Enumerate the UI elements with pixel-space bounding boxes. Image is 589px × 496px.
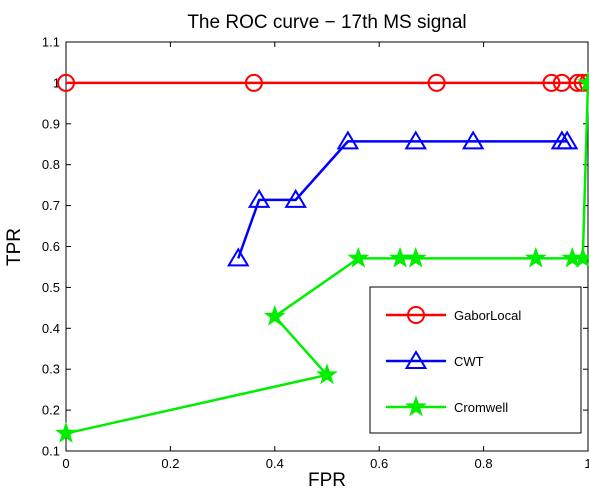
- legend-marker-cromwell: [405, 395, 427, 417]
- x-tick-label: 0.8: [475, 456, 493, 471]
- chart-title: The ROC curve − 17th MS signal: [187, 12, 466, 33]
- x-tick-label: 0.6: [370, 456, 388, 471]
- plot-area: 0 0.2 0.4 0.6 0.8 1 0.1 0.2 0.3 0.4 0.5 0.6 0.7 0.8 0.…: [42, 35, 589, 471]
- legend-label-cromwell: Cromwell: [454, 400, 508, 415]
- legend-marker-gaborlocal: [407, 306, 425, 324]
- y-tick-label: 1.1: [42, 35, 60, 50]
- y-tick-label: 0.4: [42, 321, 60, 336]
- data-point-cwt: [461, 130, 485, 150]
- y-tick-label: 0.8: [42, 157, 60, 172]
- y-axis-label: TPR: [4, 228, 25, 266]
- y-tick-label: 0.3: [42, 362, 60, 377]
- y-tick-label: 0.6: [42, 239, 60, 254]
- y-tick-label: 0.1: [42, 444, 60, 459]
- data-point-gaborlocal: [427, 73, 446, 92]
- x-tick-label: 0.2: [161, 456, 179, 471]
- data-point-cwt: [227, 247, 250, 267]
- data-point-cromwell: [404, 246, 427, 268]
- data-point-cwt: [336, 130, 360, 150]
- data-point-gaborlocal: [57, 73, 75, 92]
- data-point-gaborlocal: [542, 73, 561, 92]
- y-tick-label: 0.9: [42, 116, 60, 131]
- data-point-cromwell: [524, 246, 547, 268]
- x-tick-label: 0.4: [266, 456, 284, 471]
- data-point-cromwell: [316, 363, 338, 385]
- x-tick-label: 1: [584, 456, 589, 471]
- data-point-cromwell: [347, 246, 370, 268]
- data-point-cwt: [555, 130, 579, 150]
- legend-marker-cwt: [404, 350, 428, 369]
- data-point-cromwell: [389, 246, 412, 268]
- data-point-cromwell: [263, 304, 286, 326]
- legend-label-cwt: CWT: [454, 354, 484, 369]
- y-tick-label: 1: [53, 75, 60, 90]
- y-tick-label: 0.5: [42, 280, 60, 295]
- y-tick-label: 0.2: [42, 403, 60, 418]
- data-point-cromwell: [577, 71, 589, 93]
- data-point-cromwell: [55, 421, 77, 443]
- data-point-cwt: [404, 130, 427, 150]
- x-axis-label: FPR: [308, 470, 346, 491]
- data-point-cromwell: [571, 246, 589, 268]
- x-tick-label: 0: [62, 456, 69, 471]
- series-line-cwt: [237, 140, 568, 259]
- data-point-cwt: [247, 188, 271, 208]
- data-point-gaborlocal: [244, 73, 263, 92]
- legend-label-gaborlocal: GaborLocal: [454, 308, 521, 323]
- data-point-cwt: [284, 188, 307, 208]
- y-tick-label: 0.7: [42, 198, 60, 213]
